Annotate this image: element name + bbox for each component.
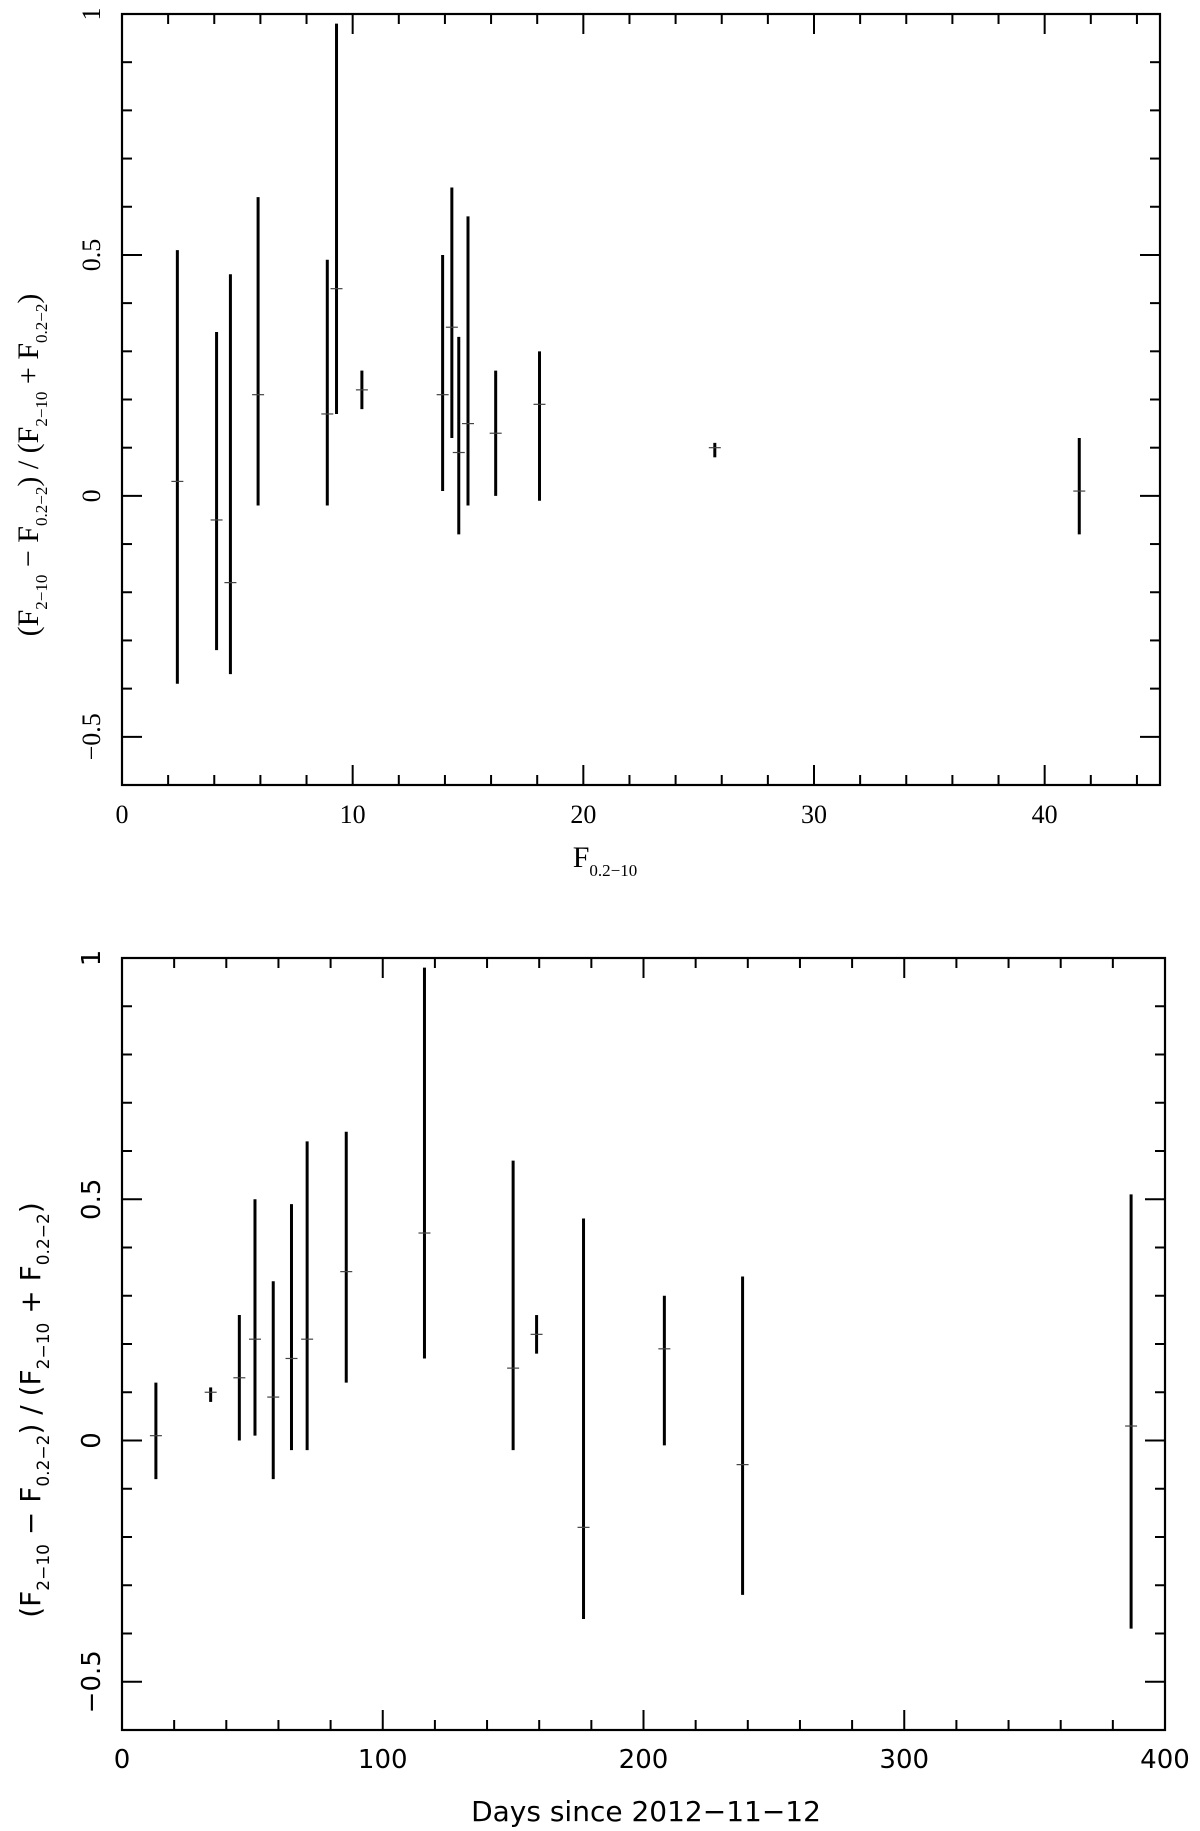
chart-bottom-xlabel-base: Days since 2012−11−12	[471, 1795, 821, 1828]
chart-bottom-xtick-label: 0	[114, 1745, 131, 1775]
chart-top: 0 10 20 30 40−0.500.51 F0.2−10 (F2−10 − F0.2…	[12, 8, 1162, 880]
chart-bottom-ytick-label: 0.5	[77, 1179, 107, 1220]
chart-top-ylabel-part: 2−10	[32, 392, 51, 427]
chart-top-ylabel-part: 0.2−2	[32, 304, 51, 343]
chart-top-ylabel: (F2−10 − F0.2−2) / (F2−10 + F0.2−2)	[12, 294, 51, 637]
chart-bottom-ylabel-part: 0.2−2	[34, 1213, 54, 1265]
chart-top-xlabel-base: F	[573, 841, 590, 874]
chart-top-ylabel-part: + F	[12, 343, 45, 392]
chart-top-ylabel-part: 0.2−2	[32, 487, 51, 526]
chart-bottom-marks	[149, 967, 1138, 1629]
chart-bottom-xlabel: Days since 2012−11−12	[471, 1795, 821, 1828]
chart-bottom: 0 100 200 300 400 −0.5 0 0.5 1 Days since 2012−1…	[14, 950, 1190, 1828]
chart-top-ytick-label: 1	[77, 8, 106, 21]
chart-top-xtick-label: 30	[801, 800, 827, 829]
chart-top-ytick-label: 0.5	[77, 239, 106, 272]
chart-bottom-ylabel-part: 0.2−2	[34, 1435, 54, 1487]
chart-bottom-ylabel-part: + F	[14, 1265, 47, 1322]
chart-top-ytick-label: 0	[77, 489, 106, 502]
chart-bottom-xtick-label: 400	[1140, 1745, 1190, 1775]
chart-top-xtick-label: 10	[340, 800, 366, 829]
chart-bottom-ylabel-part: (F	[14, 1591, 47, 1618]
chart-top-ylabel-part: (F	[12, 610, 45, 637]
chart-bottom-xtick-label: 100	[358, 1745, 408, 1775]
chart-top-axes: 0 10 20 30 40 −0.5 0 0.5 1	[77, 8, 1162, 829]
chart-top-ylabel-part: − F	[12, 526, 45, 575]
chart-bottom-axes: 0 100 200 300 400 −0.5 0 0.5 1	[77, 950, 1190, 1775]
chart-top-ytick-label: −0.5	[77, 713, 106, 760]
chart-top-xlabel-sub: 0.2−10	[589, 861, 637, 880]
chart-bottom-ytick-label: 0	[77, 1432, 107, 1449]
chart-top-ylabel-part: 2−10	[32, 575, 51, 610]
chart-top-marks	[171, 23, 1086, 684]
chart-bottom-ylabel-part: 2−10	[34, 1323, 54, 1370]
chart-top-xtick-label: 0	[116, 800, 129, 829]
chart-top-xlabel: F0.2−10	[573, 841, 638, 880]
chart-bottom-ylabel-part: 2−10	[34, 1544, 54, 1591]
chart-bottom-ylabel-part: − F	[14, 1487, 47, 1544]
chart-bottom-xtick-label: 300	[879, 1745, 929, 1775]
chart-bottom-ylabel-part: )	[14, 1202, 47, 1213]
chart-top-xtick-label: 20	[570, 800, 596, 829]
chart-top-xtick-label: 40	[1032, 800, 1058, 829]
chart-bottom-xtick-label: 200	[619, 1745, 669, 1775]
chart-bottom-ytick-label: 1	[77, 950, 107, 967]
chart-top-ylabel-part: ) / (F	[12, 427, 45, 487]
chart-bottom-ylabel: (F2−10 − F0.2−2) / (F2−10 + F0.2−2)	[14, 1202, 54, 1618]
chart-top-ylabel-part: )	[12, 294, 45, 304]
chart-bottom-ytick-label: −0.5	[77, 1650, 107, 1713]
chart-bottom-ylabel-part: ) / (F	[14, 1369, 47, 1434]
